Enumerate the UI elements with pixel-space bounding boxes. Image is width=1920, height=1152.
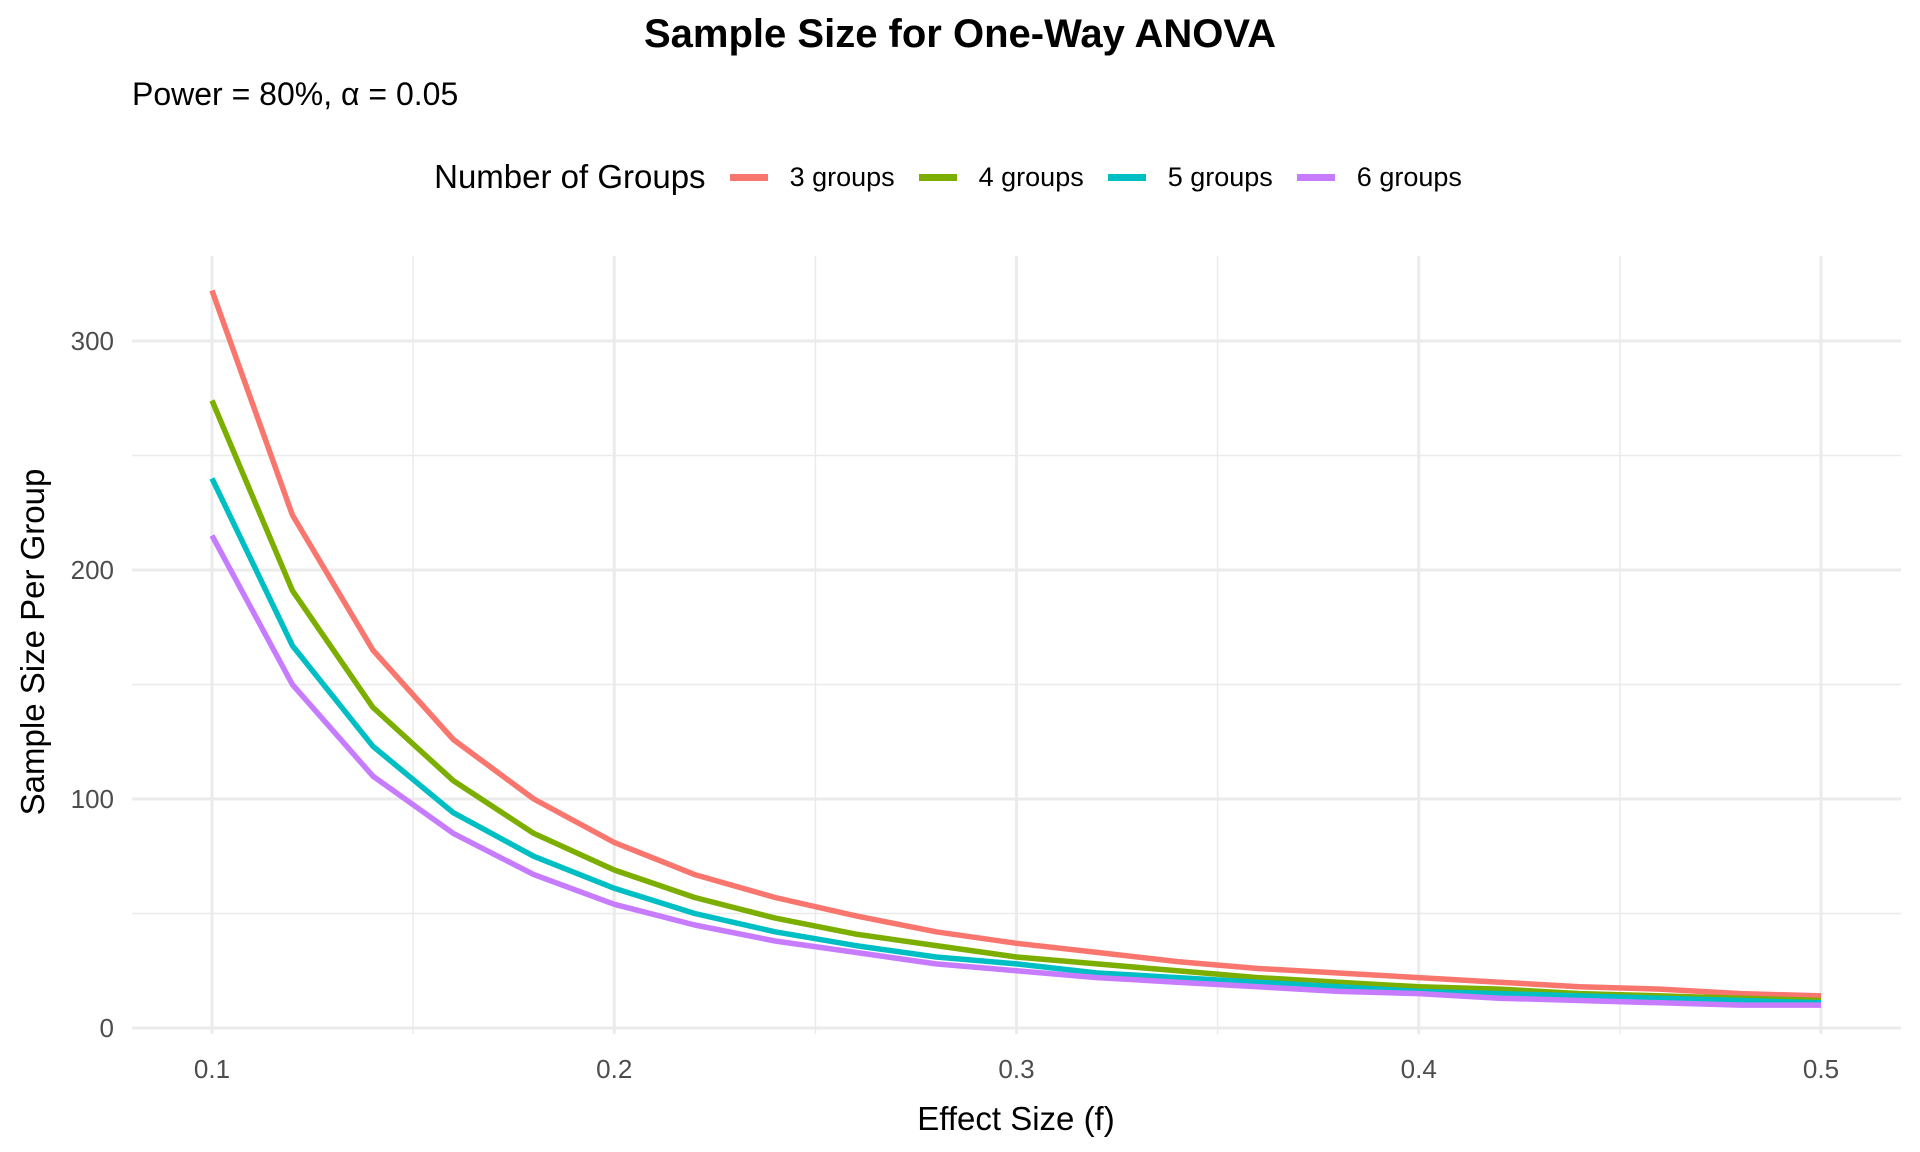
legend-item-6-groups: 6 groups [1296,161,1462,193]
legend-label: 3 groups [789,161,895,192]
legend-item-5-groups: 5 groups [1107,161,1273,193]
gridlines [132,256,1901,1034]
legend-item-3-groups: 3 groups [729,161,895,193]
series-line-6-groups [209,534,1821,1008]
chart-title: Sample Size for One-Way ANOVA [644,12,1276,56]
x-tick-label: 0.1 [194,1054,230,1084]
legend: Number of Groups 3 groups 4 groups 5 gro… [0,158,1920,196]
y-tick-label: 300 [71,326,114,356]
series-line-4-groups [209,399,1822,1004]
legend-label: 4 groups [978,161,1084,192]
legend-key [1296,173,1335,181]
y-axis-ticks: 0 100 200 300 [71,326,114,1043]
y-axis-title: Sample Size Per Group [14,469,51,816]
legend-key [918,173,957,181]
legend-key [1107,173,1146,181]
x-axis-title: Effect Size (f) [917,1100,1114,1137]
series-line-3-groups [209,289,1822,999]
x-tick-label: 0.2 [596,1054,632,1084]
x-tick-label: 0.3 [998,1054,1034,1084]
series-lines [209,289,1822,1008]
legend-label: 6 groups [1356,161,1462,192]
legend-label: 5 groups [1167,161,1273,192]
y-tick-label: 100 [71,784,114,814]
x-axis-ticks: 0.1 0.2 0.3 0.4 0.5 [194,1054,1839,1084]
x-tick-label: 0.5 [1803,1054,1839,1084]
series-line-5-groups [209,477,1822,1006]
chart-subtitle: Power = 80%, α = 0.05 [132,76,459,112]
x-tick-label: 0.4 [1401,1054,1437,1084]
legend-item-4-groups: 4 groups [918,161,1084,193]
y-tick-label: 0 [100,1013,114,1043]
legend-title: Number of Groups [434,158,706,195]
legend-key [729,173,768,181]
y-tick-label: 200 [71,555,114,585]
